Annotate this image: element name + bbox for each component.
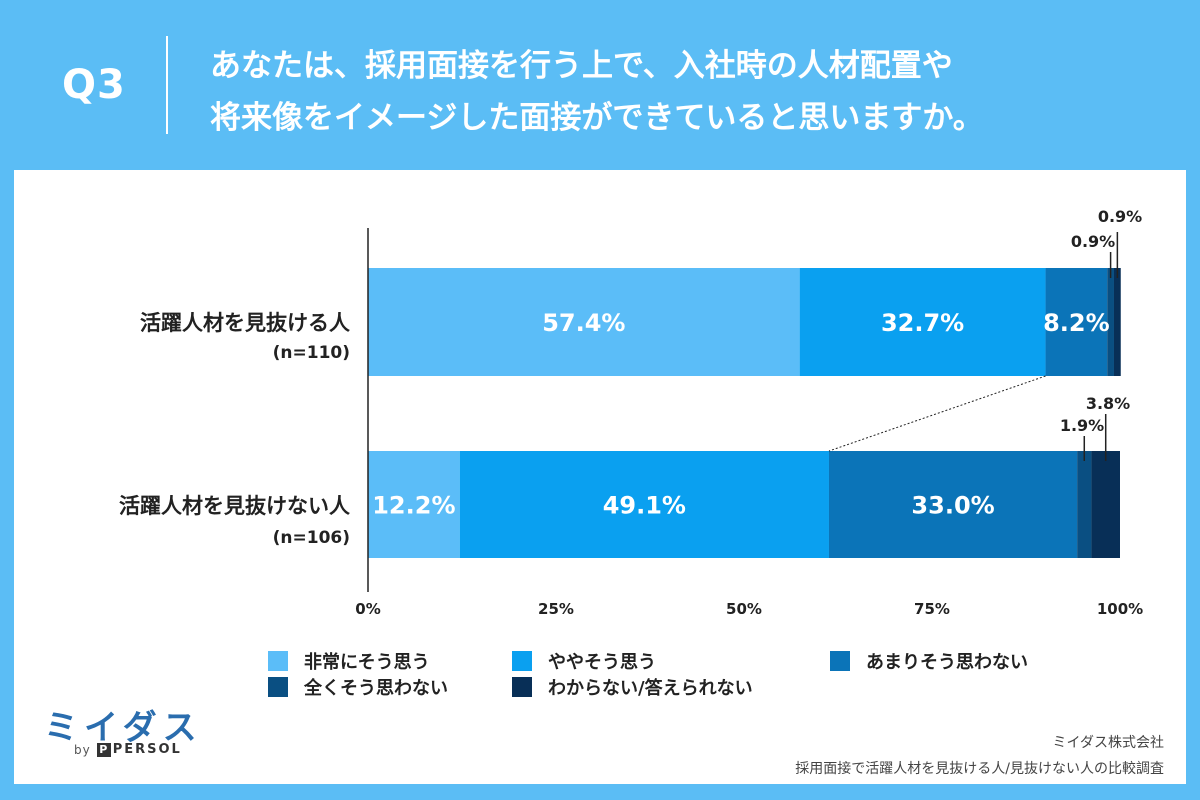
legend-label: 全くそう思わない: [304, 678, 448, 699]
data-label: 3.8%: [1086, 394, 1130, 413]
source-credit: ミイダス株式会社 採用面接で活躍人材を見抜ける人/見抜けない人の比較調査: [795, 730, 1164, 782]
legend-item-somewhat: ややそう思う: [512, 648, 656, 674]
bar-segment: [1091, 451, 1120, 558]
question-text: あなたは、採用面接を行う上で、入社時の人材配置や 将来像をイメージした面接ができ…: [210, 40, 1170, 144]
data-label: 8.2%: [1043, 309, 1110, 337]
bar-segment: [828, 451, 1078, 558]
question-header: Q3 あなたは、採用面接を行う上で、入社時の人材配置や 将来像をイメージした面接…: [0, 0, 1200, 165]
question-number: Q3: [62, 62, 126, 108]
x-tick-label: 0%: [355, 600, 380, 618]
category-label: 活躍人材を見抜ける人: [140, 311, 350, 335]
logo-wordmark: ミイダス: [44, 708, 203, 748]
data-label: 57.4%: [542, 309, 625, 337]
legend-swatch: [830, 651, 850, 671]
data-label: 0.9%: [1071, 232, 1115, 251]
question-line-1: あなたは、採用面接を行う上で、入社時の人材配置や: [210, 48, 953, 84]
persol-p-icon: P: [96, 742, 111, 757]
bar-segment: [368, 268, 800, 376]
bar-segment: [368, 451, 460, 558]
category-label: 活躍人材を見抜けない人: [119, 494, 350, 518]
bar-segment: [799, 268, 1046, 376]
bar-segment: [1077, 451, 1092, 558]
logo-persol: PERSOL: [112, 742, 182, 757]
x-tick-label: 100%: [1097, 600, 1143, 618]
data-label: 12.2%: [372, 492, 455, 520]
x-tick-label: 50%: [726, 600, 762, 618]
legend-item-very-much: 非常にそう思う: [268, 648, 430, 674]
miidas-logo: ミイダス by P PERSOL: [44, 700, 244, 764]
question-line-2: 将来像をイメージした面接ができていると思いますか。: [210, 100, 984, 136]
x-tick-label: 75%: [914, 600, 950, 618]
header-divider: [166, 36, 168, 134]
legend-item-dont-know: わからない/答えられない: [512, 674, 753, 700]
legend-swatch: [512, 677, 532, 697]
legend-label: 非常にそう思う: [304, 652, 430, 673]
bar-segment: [1045, 268, 1108, 376]
data-label: 49.1%: [603, 492, 686, 520]
connector-line: [828, 375, 1046, 452]
data-label: 1.9%: [1060, 416, 1104, 435]
legend-label: わからない/答えられない: [548, 678, 753, 699]
data-label: 32.7%: [881, 309, 964, 337]
category-n-label: (n=110): [273, 343, 350, 363]
chart-legend: 非常にそう思う ややそう思う あまりそう思わない 全くそう思わない わからない/…: [268, 648, 1148, 700]
category-n-label: (n=106): [273, 528, 350, 548]
legend-label: あまりそう思わない: [866, 652, 1028, 673]
bar-segment: [459, 451, 829, 558]
logo-by: by: [74, 742, 91, 757]
data-label: 33.0%: [911, 492, 994, 520]
data-label: 0.9%: [1098, 207, 1142, 226]
source-company: ミイダス株式会社: [1052, 735, 1164, 751]
legend-item-not-really: あまりそう思わない: [830, 648, 1028, 674]
legend-swatch: [512, 651, 532, 671]
x-tick-label: 25%: [538, 600, 574, 618]
legend-swatch: [268, 677, 288, 697]
bar-segment: [1107, 268, 1114, 376]
bar-segment: [1113, 268, 1121, 376]
logo-byline: by P PERSOL: [74, 742, 182, 757]
legend-label: ややそう思う: [548, 652, 656, 673]
legend-swatch: [268, 651, 288, 671]
source-survey: 採用面接で活躍人材を見抜ける人/見抜けない人の比較調査: [795, 761, 1164, 777]
legend-item-not-at-all: 全くそう思わない: [268, 674, 448, 700]
